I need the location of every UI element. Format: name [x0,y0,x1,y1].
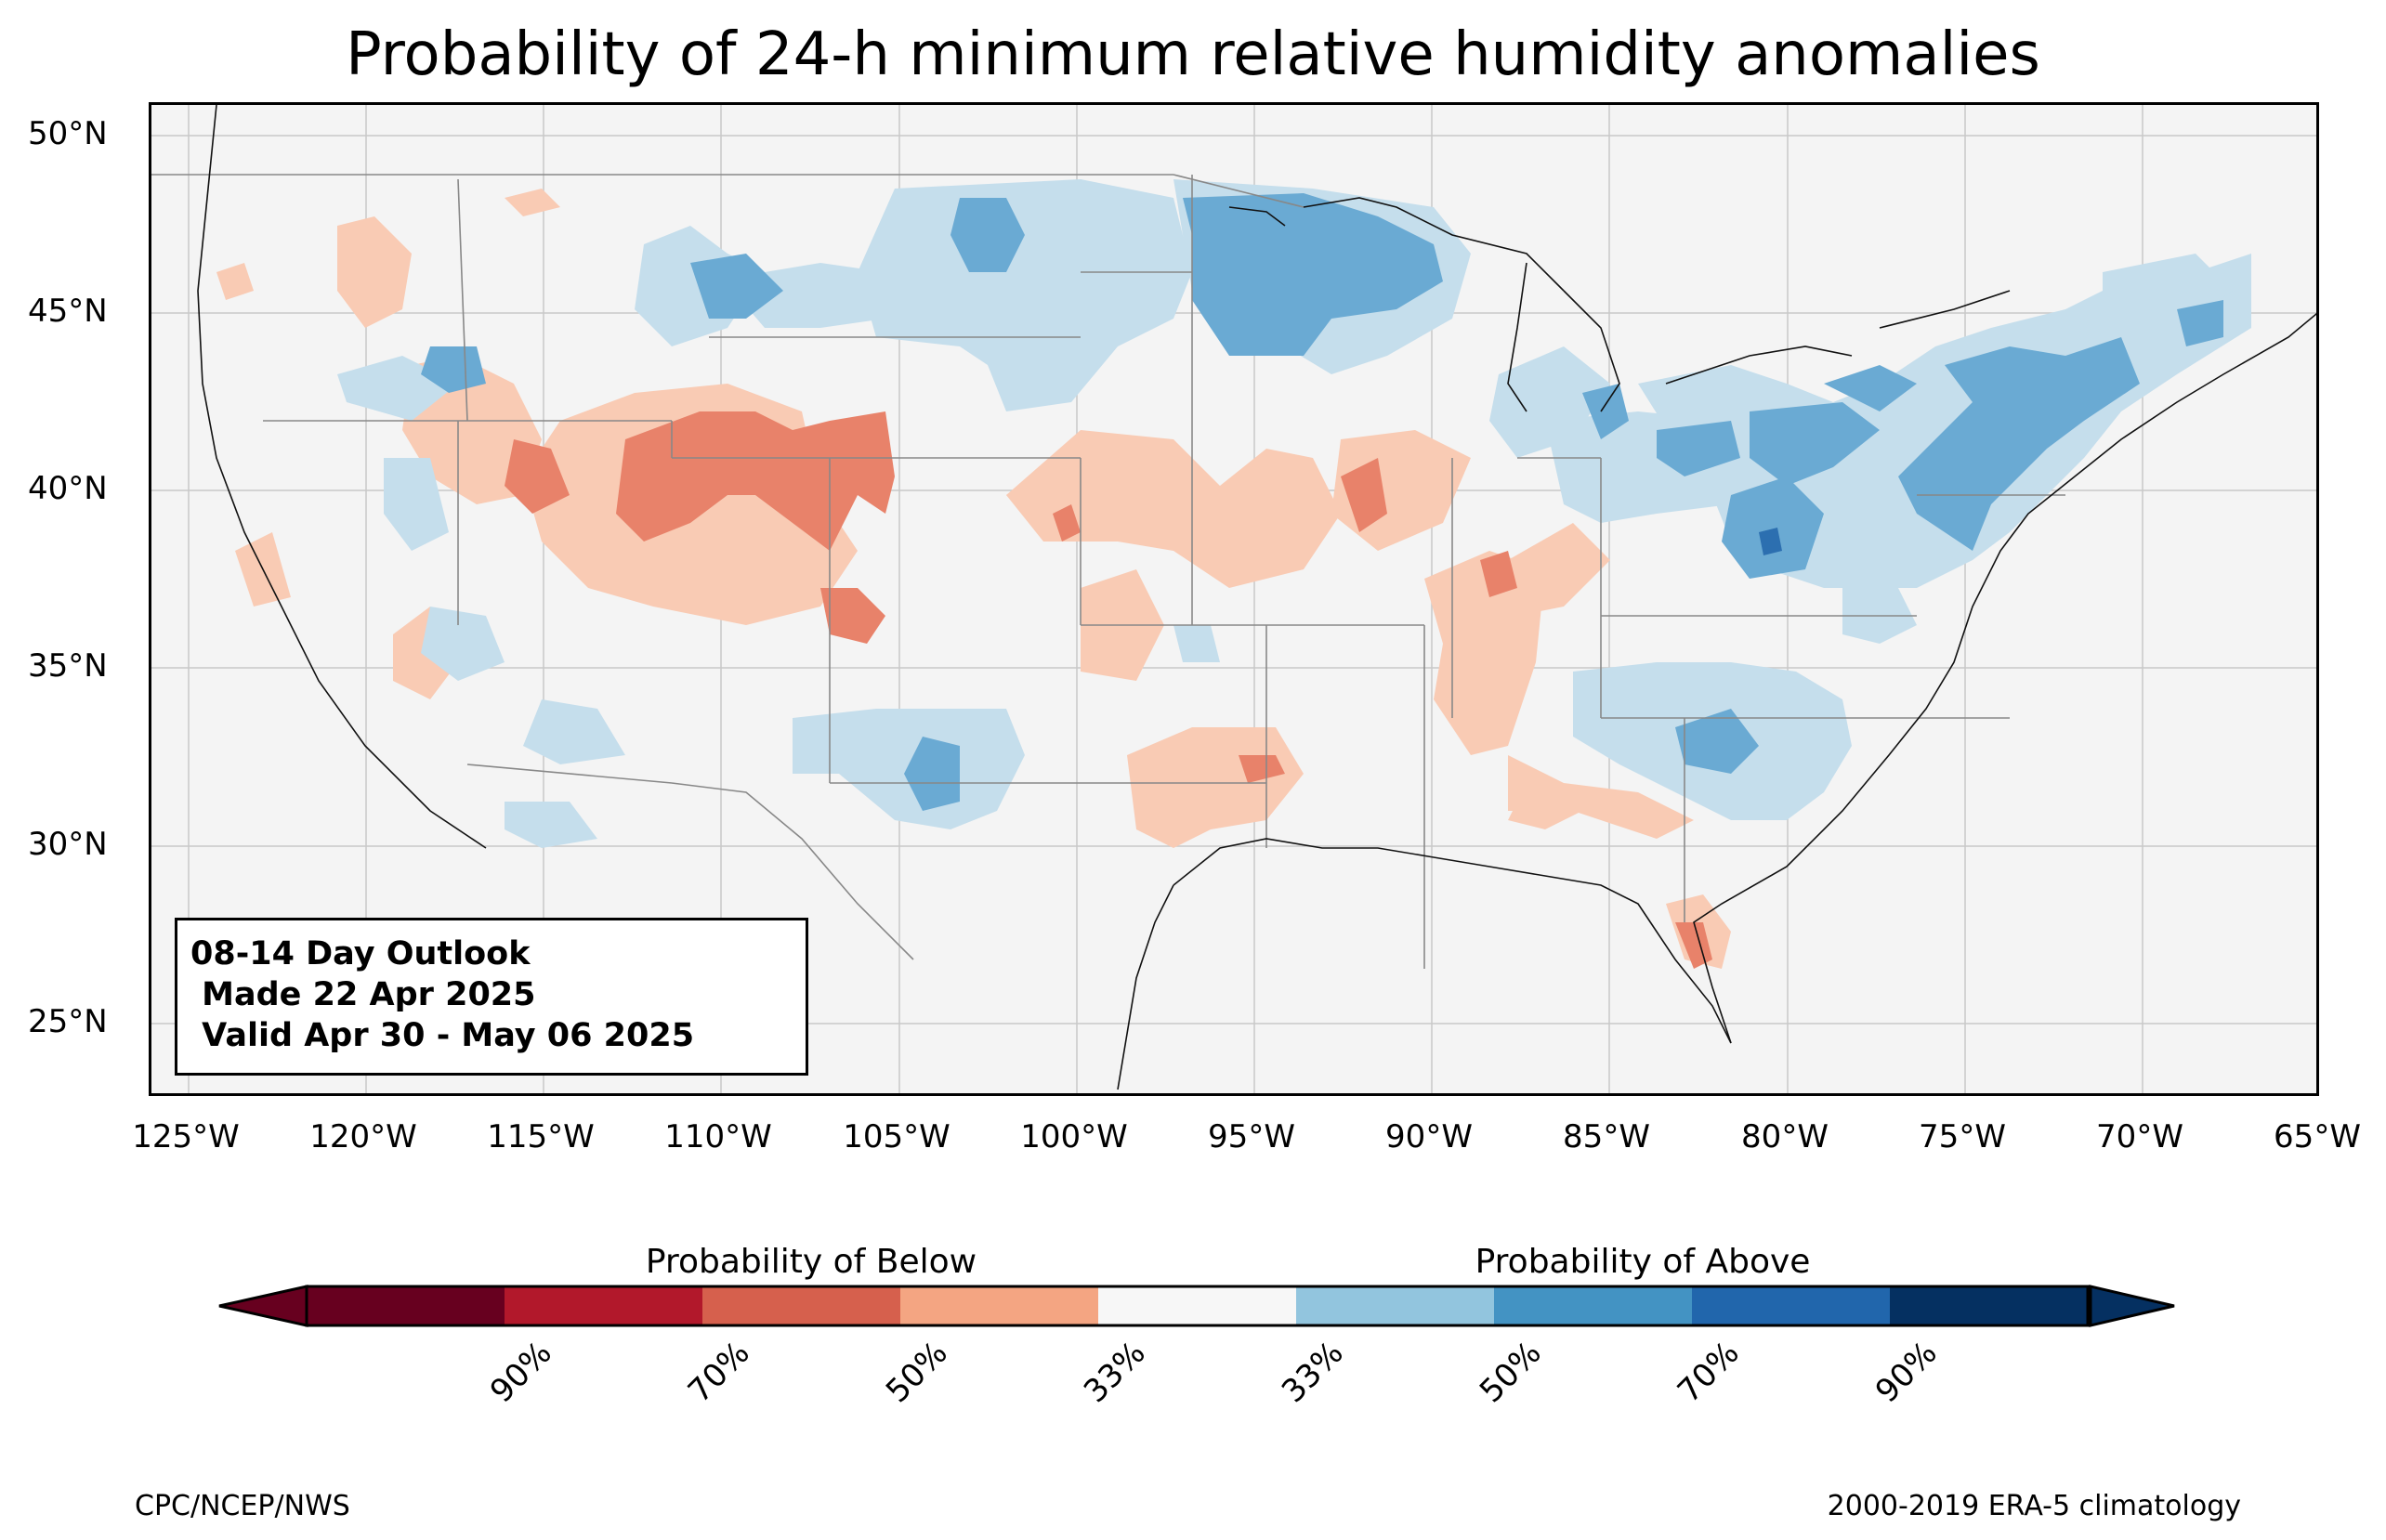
political-borders [151,174,2065,969]
outlook-period: 08-14 Day Outlook [190,935,531,972]
outlook-made-date: Made 22 Apr 2025 [190,976,536,1013]
colorbar-segment [505,1286,702,1325]
lon-label-90: 90°W [1385,1118,1473,1155]
colorbar-extend-above [2089,1285,2175,1327]
lon-label-125: 125°W [132,1118,240,1155]
lon-label-120: 120°W [309,1118,417,1155]
anomaly-map [151,105,2316,1093]
colorbar-segments [218,1285,2175,1327]
lat-label-35: 35°N [28,647,108,685]
colorbar-segment [1890,1286,2088,1325]
lon-label-95: 95°W [1208,1118,1295,1155]
lon-label-110: 110°W [664,1118,772,1155]
above-70-regions [1759,528,1782,555]
lat-label-25: 25°N [28,1003,108,1040]
lon-label-70: 70°W [2096,1118,2183,1155]
colorbar [218,1285,2175,1327]
lat-label-30: 30°N [28,826,108,863]
above-50-regions [421,193,2223,811]
lat-label-40: 40°N [28,470,108,507]
lon-label-65: 65°W [2274,1118,2361,1155]
colorbar-below-label: Probability of Below [645,1243,977,1281]
lon-label-100: 100°W [1020,1118,1128,1155]
lat-label-45: 45°N [28,293,108,330]
chart-title: Probability of 24-h minimum relative hum… [346,20,2040,89]
lon-label-115: 115°W [487,1118,595,1155]
lon-label-80: 80°W [1741,1118,1829,1155]
outlook-info-box: 08-14 Day Outlook Made 22 Apr 2025 Valid… [175,918,808,1076]
colorbar-segment [900,1286,1098,1325]
credit-climatology: 2000-2019 ERA-5 climatology [1827,1490,2241,1522]
colorbar-extend-below [218,1285,308,1327]
lat-label-50: 50°N [28,115,108,152]
colorbar-segment [1098,1286,1296,1325]
below-50-regions [505,411,1712,969]
colorbar-segment [1296,1286,1494,1325]
colorbar-above-label: Probability of Above [1475,1243,1811,1281]
credit-agency: CPC/NCEP/NWS [135,1490,350,1522]
coastlines [197,105,2316,1090]
colorbar-outline [305,1285,2090,1327]
outlook-valid-range: Valid Apr 30 - May 06 2025 [190,1017,695,1054]
colorbar-segment [307,1286,505,1325]
lon-label-105: 105°W [843,1118,950,1155]
lon-label-85: 85°W [1563,1118,1650,1155]
colorbar-segment [702,1286,900,1325]
colorbar-segment [1494,1286,1692,1325]
colorbar-segment [1692,1286,1890,1325]
lon-label-75: 75°W [1919,1118,2006,1155]
